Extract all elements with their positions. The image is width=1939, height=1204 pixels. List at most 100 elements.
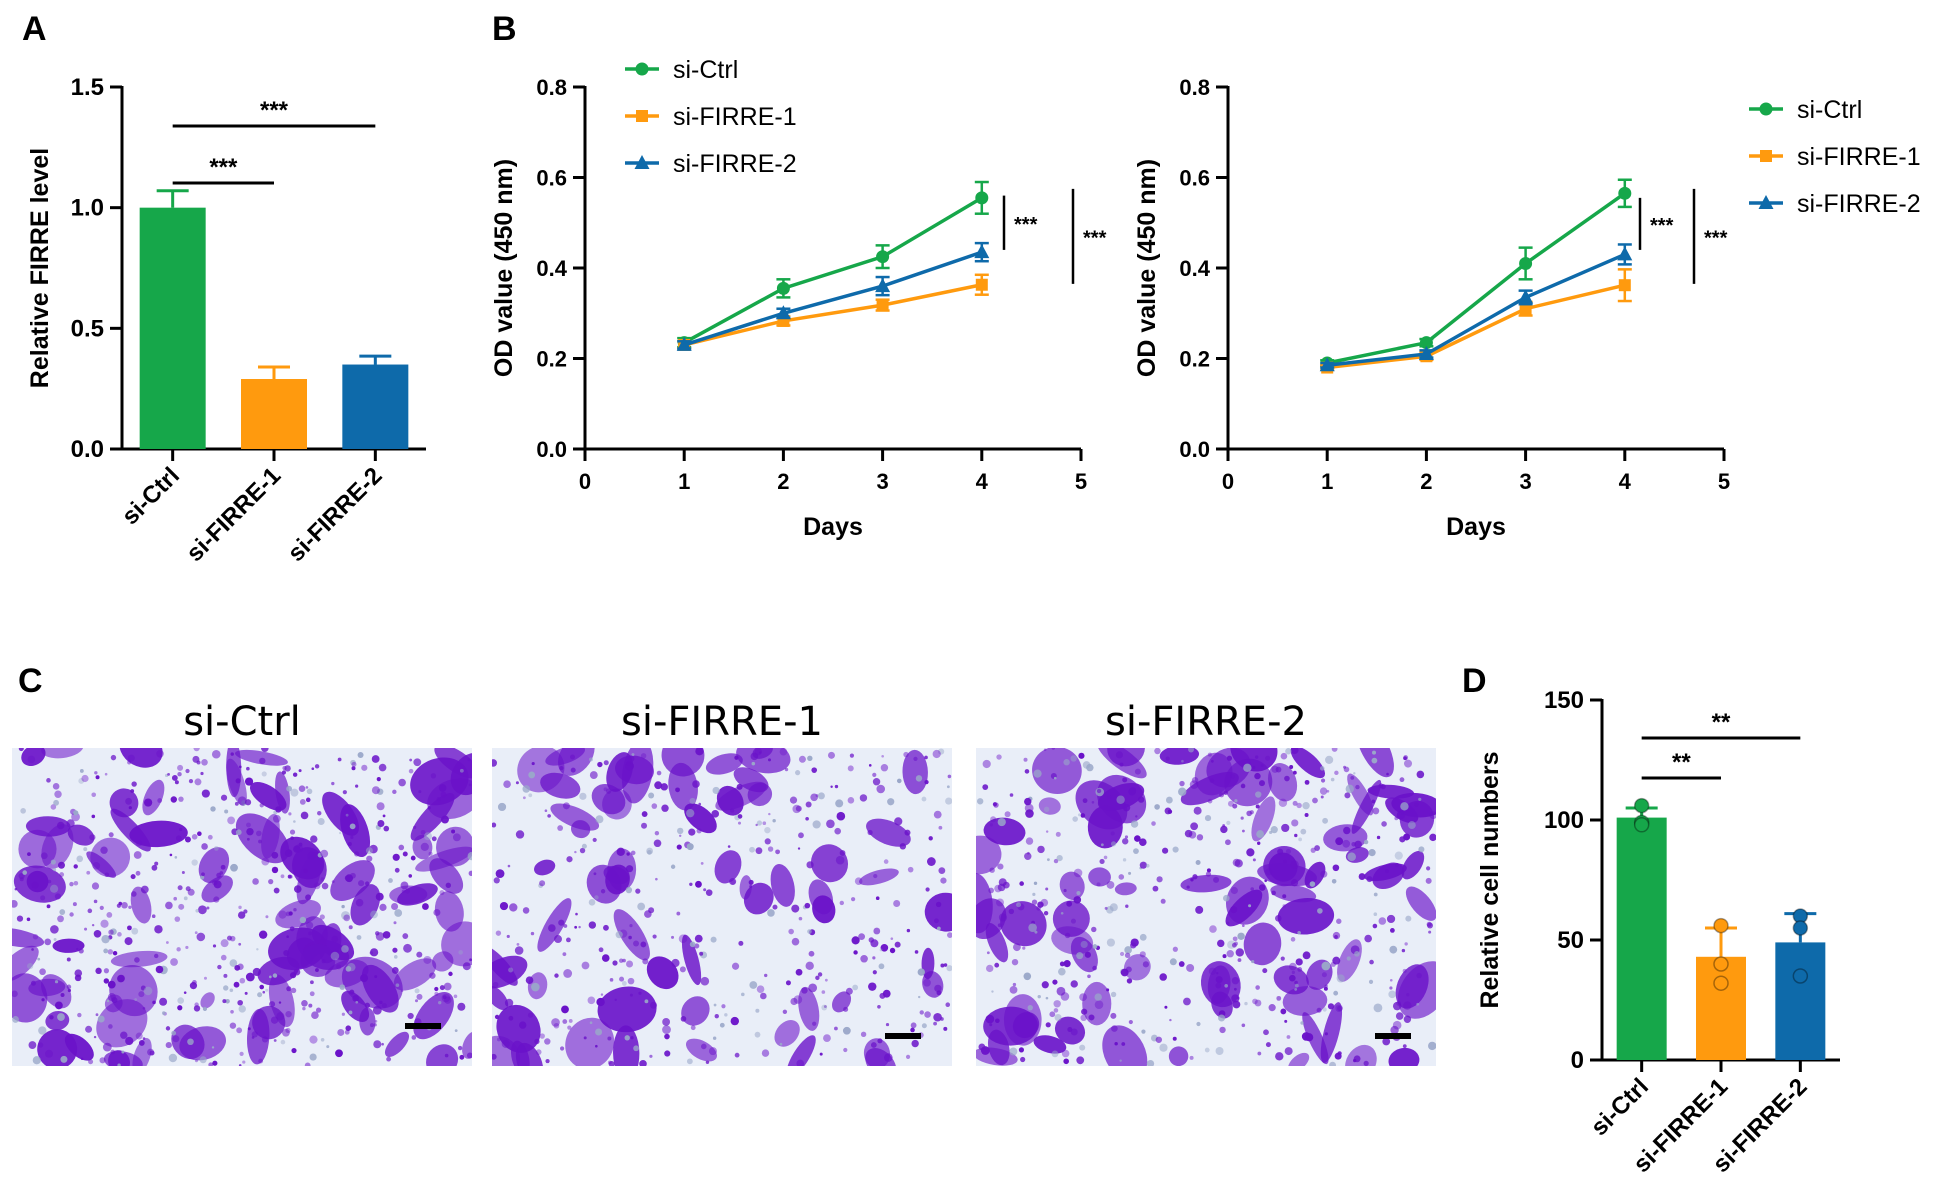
- stained-cell: [554, 935, 563, 944]
- stained-cell: [880, 764, 889, 772]
- stained-cell: [66, 984, 72, 990]
- stained-cell: [870, 1042, 877, 1048]
- stained-cell: [539, 1033, 545, 1039]
- data-point-si-firre-2: [775, 305, 791, 320]
- stained-cell: [1129, 787, 1137, 794]
- stained-cell: [1251, 959, 1255, 964]
- stained-cell-cluster: [1088, 867, 1111, 887]
- stained-cell: [1404, 759, 1413, 768]
- stained-cell: [152, 1000, 156, 1005]
- stained-cell: [1234, 799, 1238, 803]
- stained-cell: [734, 1052, 740, 1058]
- stained-cell: [1024, 803, 1034, 813]
- stained-cell: [1126, 978, 1133, 984]
- stained-cell: [875, 896, 880, 901]
- stained-cell: [398, 778, 406, 787]
- stained-cell: [627, 977, 635, 985]
- stained-cell: [896, 778, 902, 784]
- stained-cell: [183, 991, 187, 994]
- stained-cell: [142, 1006, 146, 1010]
- stained-cell: [1414, 802, 1419, 807]
- stained-cell: [448, 971, 453, 977]
- stained-cell: [290, 788, 299, 797]
- stained-cell: [1073, 896, 1082, 904]
- stained-cell: [947, 774, 952, 779]
- stained-cell: [936, 990, 942, 996]
- stained-cell: [566, 856, 573, 863]
- stained-cell: [784, 767, 789, 772]
- stained-cell: [1063, 759, 1070, 766]
- stained-cell: [1225, 839, 1231, 846]
- stained-cell: [807, 929, 812, 934]
- legend-marker-si-firre-1: [636, 110, 648, 122]
- stained-cell: [422, 903, 429, 910]
- stained-cell: [273, 1039, 277, 1042]
- stained-cell: [1371, 757, 1378, 764]
- stained-cell: [37, 957, 41, 961]
- stained-cell: [1016, 902, 1022, 908]
- stained-cell: [409, 758, 413, 762]
- stained-cell: [178, 796, 184, 802]
- stained-cell: [337, 1028, 345, 1036]
- stained-cell: [1327, 1003, 1335, 1010]
- stained-cell: [1137, 796, 1145, 803]
- stained-cell: [194, 1059, 198, 1063]
- stained-cell: [423, 955, 432, 964]
- legend-marker-si-firre-2: [634, 155, 650, 169]
- stained-cell: [553, 1022, 560, 1029]
- stained-cell: [559, 1046, 565, 1051]
- stained-cell: [108, 1024, 113, 1029]
- stained-cell: [201, 789, 210, 798]
- stained-cell: [392, 947, 398, 953]
- stained-cell: [287, 849, 292, 854]
- stained-cell: [910, 1027, 915, 1033]
- stained-cell-cluster: [492, 985, 509, 1011]
- stained-cell: [1045, 1022, 1051, 1028]
- stained-cell: [441, 993, 451, 1003]
- stained-cell: [1402, 1044, 1407, 1049]
- x-tick-label: 0: [1222, 469, 1234, 494]
- stained-cell: [351, 761, 357, 767]
- stained-cell: [288, 812, 292, 816]
- stained-cell: [819, 1052, 823, 1056]
- stained-cell: [224, 809, 229, 814]
- stained-cell: [127, 925, 132, 931]
- stained-cell: [310, 980, 314, 985]
- stained-cell: [629, 993, 633, 997]
- stained-cell: [933, 810, 942, 819]
- data-point-si-ctrl: [1633, 817, 1650, 833]
- stained-cell: [133, 851, 142, 859]
- stained-cell: [588, 899, 596, 906]
- stained-cell: [938, 748, 945, 755]
- stained-cell: [670, 864, 676, 869]
- stained-cell: [45, 1049, 54, 1058]
- stained-cell: [1220, 825, 1228, 834]
- stained-cell: [821, 1004, 828, 1011]
- stained-cell: [379, 903, 387, 911]
- stained-cell-cluster: [976, 835, 1002, 875]
- stained-cell: [1133, 848, 1139, 855]
- x-axis-label: Days: [1446, 513, 1506, 541]
- stained-cell: [785, 980, 791, 986]
- stained-cell: [1271, 890, 1276, 896]
- stained-cell: [369, 951, 374, 955]
- stained-cell: [624, 1035, 630, 1041]
- stained-cell: [336, 964, 342, 970]
- stained-cell: [1119, 1059, 1122, 1062]
- stained-cell: [1297, 930, 1301, 935]
- stained-cell: [1346, 956, 1351, 961]
- bar-si-firre-1: [1696, 956, 1746, 1060]
- stained-cell: [342, 790, 347, 795]
- stained-cell: [1172, 1036, 1177, 1041]
- stained-cell: [467, 758, 471, 762]
- stained-cell: [335, 1049, 343, 1058]
- stained-cell-cluster: [812, 895, 836, 924]
- stained-cell: [74, 969, 83, 978]
- stained-cell: [1078, 752, 1085, 759]
- stained-cell-cluster: [434, 891, 464, 932]
- stained-cell: [194, 778, 202, 786]
- stained-cell: [121, 901, 128, 909]
- stained-cell: [30, 980, 36, 986]
- y-tick-label: 0.6: [1179, 166, 1210, 191]
- stained-cell: [730, 1016, 739, 1026]
